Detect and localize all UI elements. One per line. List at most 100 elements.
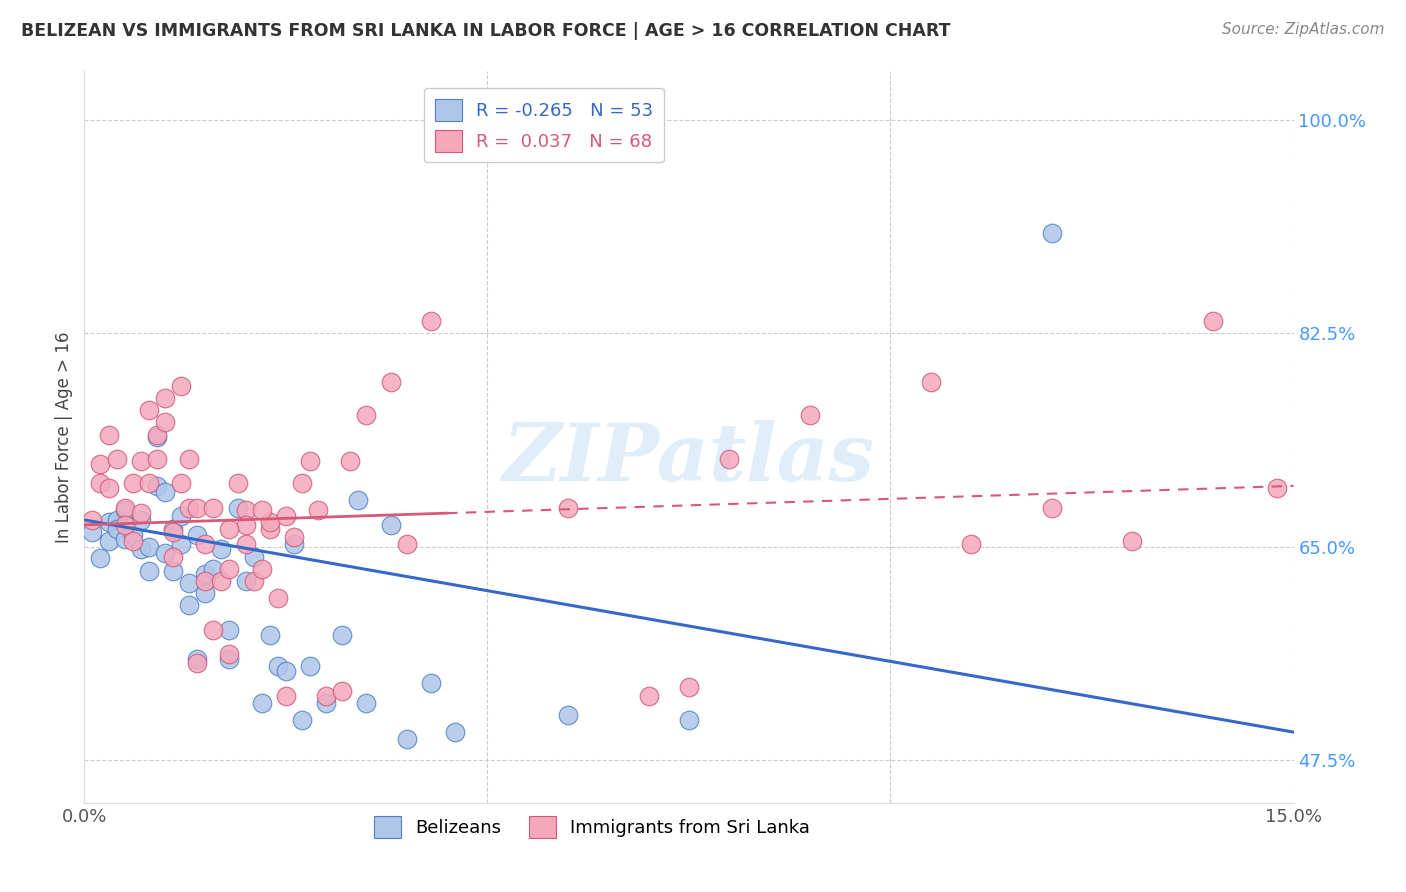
Point <box>274 689 297 703</box>
Point <box>194 537 217 551</box>
Point <box>242 549 264 564</box>
Point <box>153 416 176 430</box>
Point <box>209 542 232 557</box>
Point <box>1267 481 1289 495</box>
Point <box>97 533 120 548</box>
Text: Source: ZipAtlas.com: Source: ZipAtlas.com <box>1222 22 1385 37</box>
Point <box>162 525 184 540</box>
Point <box>162 564 184 578</box>
Point <box>146 452 169 467</box>
Point <box>179 576 201 591</box>
Point <box>89 550 111 565</box>
Y-axis label: In Labor Force | Age > 16: In Labor Force | Age > 16 <box>55 331 73 543</box>
Point <box>129 454 152 468</box>
Point <box>209 574 232 588</box>
Point <box>153 546 176 560</box>
Point <box>105 452 128 467</box>
Point <box>153 391 176 405</box>
Point <box>82 525 104 540</box>
Point <box>274 509 297 524</box>
Point <box>82 513 104 527</box>
Point <box>1185 873 1208 888</box>
Point <box>678 713 700 727</box>
Point <box>235 503 257 517</box>
Text: ZIPatlas: ZIPatlas <box>503 420 875 498</box>
Point <box>186 527 208 541</box>
Point <box>339 454 361 468</box>
Point <box>250 562 273 576</box>
Point <box>97 516 120 530</box>
Point <box>114 500 136 515</box>
Point <box>218 647 240 661</box>
Point <box>380 517 402 532</box>
Point <box>202 500 225 515</box>
Point <box>356 696 378 710</box>
Point <box>226 500 249 515</box>
Point <box>146 479 169 493</box>
Point <box>202 562 225 576</box>
Point <box>114 503 136 517</box>
Point <box>347 493 370 508</box>
Point <box>330 683 353 698</box>
Point <box>283 537 305 551</box>
Point <box>259 627 281 641</box>
Point <box>105 521 128 535</box>
Point <box>267 591 290 605</box>
Point <box>89 476 111 491</box>
Point <box>218 623 240 637</box>
Point <box>170 509 193 524</box>
Point <box>235 574 257 588</box>
Point <box>420 676 443 690</box>
Point <box>1040 227 1063 241</box>
Point <box>138 564 160 578</box>
Text: BELIZEAN VS IMMIGRANTS FROM SRI LANKA IN LABOR FORCE | AGE > 16 CORRELATION CHAR: BELIZEAN VS IMMIGRANTS FROM SRI LANKA IN… <box>21 22 950 40</box>
Point <box>194 574 217 588</box>
Point <box>170 379 193 393</box>
Point <box>920 376 942 390</box>
Point <box>1040 500 1063 515</box>
Point <box>259 521 281 535</box>
Point <box>153 485 176 500</box>
Point <box>330 627 353 641</box>
Point <box>1202 314 1225 328</box>
Point <box>250 696 273 710</box>
Point <box>170 537 193 551</box>
Point <box>194 566 217 581</box>
Point <box>138 403 160 417</box>
Point <box>162 549 184 564</box>
Point <box>97 481 120 495</box>
Point <box>315 696 337 710</box>
Point <box>291 476 314 491</box>
Point <box>162 521 184 535</box>
Point <box>179 599 201 613</box>
Point <box>356 408 378 422</box>
Point <box>129 506 152 520</box>
Point <box>307 503 329 517</box>
Point <box>129 542 152 557</box>
Point <box>146 427 169 442</box>
Point <box>380 376 402 390</box>
Point <box>146 430 169 444</box>
Point <box>186 652 208 666</box>
Point <box>121 527 143 541</box>
Point <box>960 537 983 551</box>
Point <box>138 476 160 491</box>
Point <box>235 537 257 551</box>
Point <box>121 476 143 491</box>
Point <box>718 452 741 467</box>
Point <box>89 457 111 471</box>
Point <box>1121 533 1143 548</box>
Point <box>218 521 240 535</box>
Point <box>557 708 579 723</box>
Point <box>105 513 128 527</box>
Point <box>186 500 208 515</box>
Point <box>138 540 160 554</box>
Point <box>186 656 208 670</box>
Point <box>121 533 143 548</box>
Point <box>97 427 120 442</box>
Point <box>637 689 659 703</box>
Point <box>299 659 322 673</box>
Point <box>218 562 240 576</box>
Point <box>194 586 217 600</box>
Point <box>235 517 257 532</box>
